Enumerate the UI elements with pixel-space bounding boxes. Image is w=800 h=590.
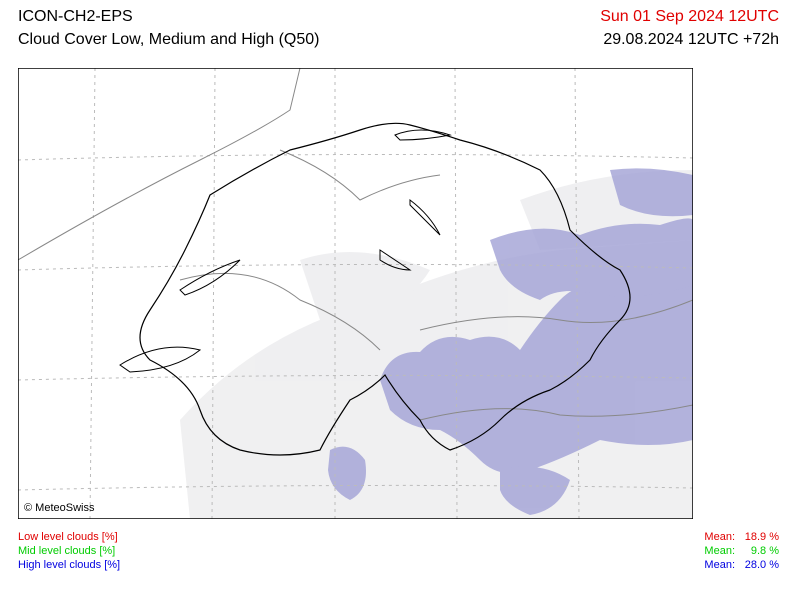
legend-low: Low level clouds [%] bbox=[18, 531, 118, 543]
graticule bbox=[18, 68, 693, 519]
borders bbox=[18, 68, 693, 421]
map-area bbox=[18, 68, 693, 519]
mean-label: Mean: bbox=[704, 559, 735, 571]
legend-mid: Mid level clouds [%] bbox=[18, 545, 116, 557]
high-clouds bbox=[328, 168, 693, 515]
map-title: Cloud Cover Low, Medium and High (Q50) bbox=[18, 31, 320, 48]
swiss-border bbox=[139, 122, 631, 456]
legend-high: High level clouds [%] bbox=[18, 559, 121, 571]
mean-value: 9.8 % bbox=[750, 545, 779, 557]
mean-label: Mean: bbox=[704, 545, 735, 557]
model-name: ICON-CH2-EPS bbox=[18, 8, 133, 25]
map-credit: © MeteoSwiss bbox=[24, 502, 95, 514]
mean-label: Mean: bbox=[704, 531, 735, 543]
mean-value: 18.9 % bbox=[744, 531, 779, 543]
run-time: 29.08.2024 12UTC +72h bbox=[603, 31, 779, 48]
lakes bbox=[119, 129, 452, 373]
cloud-haze bbox=[180, 170, 693, 519]
valid-time: Sun 01 Sep 2024 12UTC bbox=[600, 8, 779, 25]
mean-value: 28.0 % bbox=[744, 559, 779, 571]
